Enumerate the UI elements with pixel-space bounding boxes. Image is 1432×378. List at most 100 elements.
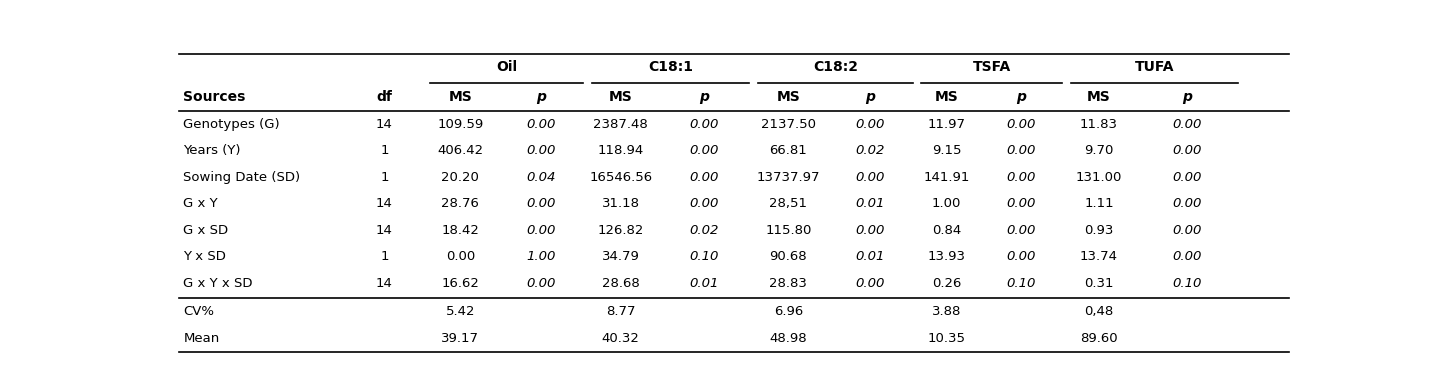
Text: 28.76: 28.76 [441,197,480,210]
Text: 14: 14 [375,277,392,290]
Text: 0.00: 0.00 [1007,171,1035,184]
Text: 13737.97: 13737.97 [756,171,821,184]
Text: 16546.56: 16546.56 [589,171,652,184]
Text: 131.00: 131.00 [1075,171,1123,184]
Text: 0.02: 0.02 [855,144,885,157]
Text: 5.42: 5.42 [445,305,475,318]
Text: 0.00: 0.00 [689,118,719,131]
Text: 1: 1 [379,144,388,157]
Text: 14: 14 [375,118,392,131]
Text: 0.00: 0.00 [1171,171,1201,184]
Text: 28,51: 28,51 [769,197,808,210]
Text: 0.00: 0.00 [689,144,719,157]
Text: 89.60: 89.60 [1080,332,1118,345]
Text: MS: MS [776,90,800,104]
Text: 0.00: 0.00 [855,118,885,131]
Text: 0.00: 0.00 [1171,250,1201,263]
Text: 0.93: 0.93 [1084,224,1114,237]
Text: 406.42: 406.42 [437,144,484,157]
Text: Y x SD: Y x SD [183,250,226,263]
Text: 0.00: 0.00 [1171,197,1201,210]
Text: 141.91: 141.91 [924,171,969,184]
Text: 31.18: 31.18 [601,197,640,210]
Text: 0.00: 0.00 [1171,118,1201,131]
Text: 0.00: 0.00 [855,224,885,237]
Text: 0.31: 0.31 [1084,277,1114,290]
Text: 0.02: 0.02 [689,224,719,237]
Text: p: p [537,90,546,104]
Text: 10.35: 10.35 [928,332,965,345]
Text: 0.00: 0.00 [527,277,556,290]
Text: 109.59: 109.59 [437,118,484,131]
Text: 6.96: 6.96 [773,305,803,318]
Text: 34.79: 34.79 [601,250,640,263]
Text: Sources: Sources [183,90,246,104]
Text: 1: 1 [379,250,388,263]
Text: 3.88: 3.88 [932,305,961,318]
Text: Years (Y): Years (Y) [183,144,241,157]
Text: 0.00: 0.00 [527,118,556,131]
Text: G x Y x SD: G x Y x SD [183,277,253,290]
Text: 1.00: 1.00 [932,197,961,210]
Text: 126.82: 126.82 [597,224,644,237]
Text: 0.01: 0.01 [855,250,885,263]
Text: TUFA: TUFA [1134,60,1174,74]
Text: 115.80: 115.80 [765,224,812,237]
Text: 2137.50: 2137.50 [760,118,816,131]
Text: 0.26: 0.26 [932,277,961,290]
Text: 9.15: 9.15 [932,144,961,157]
Text: MS: MS [609,90,633,104]
Text: Oil: Oil [495,60,517,74]
Text: p: p [1017,90,1027,104]
Text: 8.77: 8.77 [606,305,636,318]
Text: 0.00: 0.00 [1007,144,1035,157]
Text: 0.10: 0.10 [689,250,719,263]
Text: df: df [377,90,392,104]
Text: 9.70: 9.70 [1084,144,1114,157]
Text: 1.00: 1.00 [527,250,556,263]
Text: MS: MS [935,90,958,104]
Text: TSFA: TSFA [972,60,1011,74]
Text: 0.00: 0.00 [689,171,719,184]
Text: C18:1: C18:1 [649,60,693,74]
Text: 1: 1 [379,171,388,184]
Text: Sowing Date (SD): Sowing Date (SD) [183,171,301,184]
Text: Genotypes (G): Genotypes (G) [183,118,281,131]
Text: 66.81: 66.81 [769,144,808,157]
Text: 0.00: 0.00 [855,171,885,184]
Text: 14: 14 [375,224,392,237]
Text: MS: MS [1087,90,1111,104]
Text: 0.00: 0.00 [1007,197,1035,210]
Text: 0.01: 0.01 [689,277,719,290]
Text: 0.00: 0.00 [527,224,556,237]
Text: 0.00: 0.00 [1007,118,1035,131]
Text: G x Y: G x Y [183,197,218,210]
Text: 0.00: 0.00 [855,277,885,290]
Text: Mean: Mean [183,332,219,345]
Text: 28.83: 28.83 [769,277,808,290]
Text: 0.00: 0.00 [1171,224,1201,237]
Text: p: p [865,90,875,104]
Text: 18.42: 18.42 [441,224,480,237]
Text: C18:2: C18:2 [813,60,858,74]
Text: 13.93: 13.93 [928,250,965,263]
Text: 14: 14 [375,197,392,210]
Text: 0.00: 0.00 [527,144,556,157]
Text: 0.00: 0.00 [689,197,719,210]
Text: 20.20: 20.20 [441,171,480,184]
Text: 0.00: 0.00 [1007,224,1035,237]
Text: 1.11: 1.11 [1084,197,1114,210]
Text: 90.68: 90.68 [769,250,808,263]
Text: MS: MS [448,90,473,104]
Text: 0.00: 0.00 [527,197,556,210]
Text: 11.97: 11.97 [928,118,965,131]
Text: 2387.48: 2387.48 [593,118,649,131]
Text: 0.00: 0.00 [445,250,475,263]
Text: 0.10: 0.10 [1171,277,1201,290]
Text: CV%: CV% [183,305,215,318]
Text: 0,48: 0,48 [1084,305,1114,318]
Text: 40.32: 40.32 [601,332,640,345]
Text: 0.00: 0.00 [1007,250,1035,263]
Text: 11.83: 11.83 [1080,118,1118,131]
Text: 118.94: 118.94 [597,144,644,157]
